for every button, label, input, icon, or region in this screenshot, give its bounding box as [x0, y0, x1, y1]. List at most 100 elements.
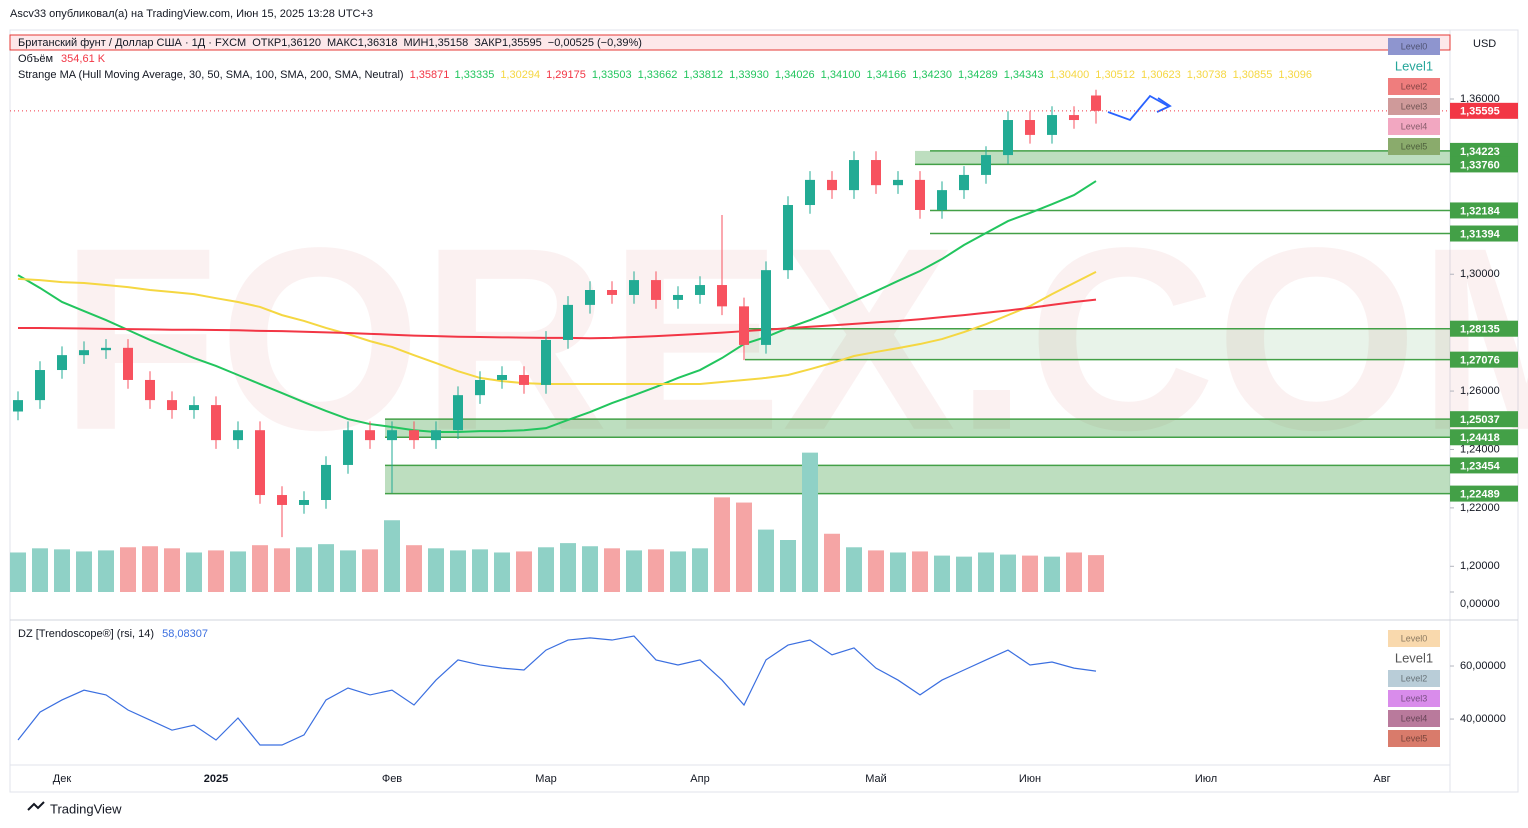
volume-bar: [120, 547, 136, 592]
candle-body: [35, 370, 45, 401]
level-tag: [1450, 411, 1518, 428]
symbol-line: Британский фунт / Доллар США · 1Д · FXCM…: [18, 37, 642, 49]
level-panel-box: [1388, 650, 1440, 667]
volume-bar: [450, 550, 466, 592]
level-panel-box: [1388, 730, 1440, 747]
symbol: Британский фунт / Доллар США · 1Д · FXCM: [18, 37, 246, 49]
volume-bar: [890, 552, 906, 592]
candle-body: [13, 400, 23, 412]
volume-bar: [98, 550, 114, 592]
y-tick-label: 1,30000: [1460, 268, 1500, 280]
level-panel-label: Level1: [1395, 650, 1433, 665]
level-tag: [1450, 485, 1518, 502]
volume-last: 354,61 K: [61, 53, 106, 65]
ma-line: [17, 271, 1097, 386]
volume-bar: [406, 545, 422, 592]
indicator-value: 1,3096: [1278, 69, 1312, 81]
level-label: 1,33760: [1460, 159, 1500, 171]
volume-bar: [76, 551, 92, 592]
indicator-value: 1,33662: [638, 69, 678, 81]
level-panel-box: [1388, 710, 1440, 727]
x-tick-label: Дек: [53, 773, 72, 785]
candle-body: [607, 290, 617, 295]
volume-bar: [472, 549, 488, 592]
volume-bar: [164, 548, 180, 592]
volume-bar: [494, 552, 510, 592]
candle-body: [805, 179, 815, 206]
volume-bar: [758, 529, 774, 592]
volume-bar: [824, 533, 840, 592]
candle-body: [849, 160, 859, 191]
candle-body: [387, 430, 397, 441]
volume-bar: [560, 543, 576, 592]
volume-bar: [846, 547, 862, 592]
level-tag: [1450, 156, 1518, 173]
ohlc-value: 1,35595: [502, 37, 542, 49]
change: −0,00525 (−0,39%): [548, 37, 642, 49]
volume-bar: [186, 552, 202, 592]
volume-bar: [1044, 556, 1060, 592]
ohlc-value: 1,35158: [429, 37, 469, 49]
level-tag: [1450, 320, 1518, 337]
volume-bar: [978, 552, 994, 592]
volume-bar: [274, 548, 290, 592]
volume-bar: [736, 502, 752, 592]
level-label: 1,31394: [1460, 228, 1501, 240]
candle-body: [475, 379, 485, 396]
level-zone: [745, 328, 1450, 360]
volume-bar: [868, 550, 884, 592]
candle-body: [101, 347, 111, 351]
rsi-title: DZ [Trendoscope®] (rsi, 14): [18, 628, 154, 640]
volume-bar: [32, 548, 48, 592]
level-panel-label: Level3: [1401, 101, 1428, 111]
candle-body: [585, 290, 595, 305]
candle-body: [717, 285, 727, 307]
level-panel-label: Level0: [1401, 41, 1428, 51]
level-label: 1,34223: [1460, 146, 1500, 158]
volume-bar: [670, 551, 686, 592]
level-zone: [915, 150, 1450, 165]
indicator-value: 1,30738: [1187, 69, 1227, 81]
candle-body: [695, 285, 705, 295]
volume-bar: [296, 547, 312, 592]
candle-body: [79, 350, 89, 356]
level-zone: [385, 465, 1450, 494]
candle-body: [937, 190, 947, 210]
volume-bar: [604, 548, 620, 592]
candle-body: [431, 430, 441, 441]
level-label: 1,22489: [1460, 489, 1500, 501]
indicator-value: 1,30400: [1050, 69, 1090, 81]
candle-body: [343, 430, 353, 465]
candle-body: [519, 374, 529, 385]
ohlc-label: ОТКР: [252, 37, 281, 49]
y-tick-label: 1,24000: [1460, 443, 1500, 455]
watermark: FOREX.COM: [60, 195, 1528, 485]
candle-body: [57, 355, 67, 371]
candle-body: [981, 155, 991, 175]
level-tag: [1450, 225, 1518, 242]
level-label: 1,28135: [1460, 324, 1500, 336]
indicator-value: 1,34100: [821, 69, 861, 81]
level-panel-label: Level1: [1395, 58, 1433, 73]
indicator-legend: Strange MA (Hull Moving Average, 30, 50,…: [18, 69, 1312, 81]
indicator-value: 1,34026: [775, 69, 815, 81]
ma-line: [17, 180, 1097, 433]
candle-body: [563, 304, 573, 340]
indicator-value: 1,33930: [729, 69, 769, 81]
ohlc-label: МАКС: [327, 37, 358, 49]
level-panel-box: [1388, 78, 1440, 95]
candle-body: [409, 430, 419, 441]
volume-bar: [252, 545, 268, 592]
indicator-value: 1,30294: [500, 69, 540, 81]
level-panel-label: Level2: [1401, 673, 1428, 683]
rsi-tick-label: 60,00000: [1460, 660, 1506, 672]
x-tick-label: Авг: [1373, 773, 1390, 785]
indicator-value: 1,33812: [683, 69, 723, 81]
volume-bar: [956, 556, 972, 592]
rsi-last: 58,08307: [162, 628, 208, 640]
rsi-line: [17, 635, 1097, 746]
volume-bar: [10, 552, 26, 592]
level-tag: [1450, 202, 1518, 219]
indicator-value: 1,34166: [866, 69, 906, 81]
